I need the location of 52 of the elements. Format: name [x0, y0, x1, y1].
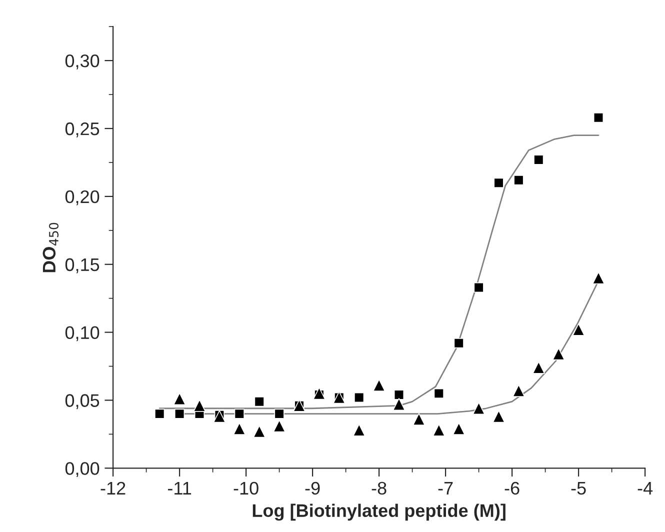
- point: [532, 361, 545, 374]
- point: [213, 410, 226, 423]
- x-tick-label: -9: [305, 482, 320, 495]
- point: [372, 379, 386, 392]
- y-tick-label: 0,15: [65, 258, 100, 274]
- point: [394, 390, 404, 400]
- y-tick-label: 0,05: [65, 394, 100, 410]
- point: [552, 348, 565, 360]
- point: [274, 408, 284, 419]
- point: [354, 392, 364, 403]
- x-tick-label: -5: [571, 482, 586, 495]
- point: [312, 387, 326, 400]
- point: [572, 323, 585, 336]
- point: [512, 384, 525, 397]
- x-tick-label: -7: [438, 482, 453, 494]
- point: [352, 424, 366, 436]
- point: [174, 408, 185, 419]
- x-tick-label: -4: [638, 482, 653, 494]
- point: [454, 338, 464, 348]
- x-tick-label: -11: [168, 482, 192, 494]
- point: [514, 175, 524, 186]
- point: [233, 422, 246, 435]
- point: [234, 408, 244, 419]
- point: [173, 392, 186, 406]
- point: [412, 413, 426, 426]
- y-tick-label: 0,20: [65, 190, 100, 206]
- point: [474, 282, 484, 293]
- point: [592, 272, 605, 284]
- x-axis-title: Log [Biotinylated peptide (M)]: [252, 504, 506, 521]
- point: [432, 424, 446, 436]
- y-tick-label: 0,30: [65, 54, 100, 70]
- point: [392, 398, 406, 411]
- point: [193, 399, 206, 412]
- point: [593, 112, 604, 123]
- point: [434, 388, 444, 399]
- point: [154, 408, 165, 419]
- point: [472, 402, 486, 415]
- point: [273, 420, 286, 432]
- point: [253, 425, 266, 438]
- x-tick-label: -8: [372, 482, 386, 495]
- point: [452, 422, 466, 435]
- y-tick-label: 0,10: [65, 326, 100, 342]
- point: [254, 396, 264, 407]
- point: [492, 410, 505, 423]
- point: [534, 154, 544, 165]
- x-tick-label: -6: [504, 482, 520, 495]
- x-tick-label: -12: [100, 482, 126, 494]
- y-tick-label: 0,25: [65, 122, 100, 138]
- y-axis-title: DO$_{450}$: [42, 222, 59, 272]
- y-tick-label: 0,00: [65, 462, 100, 478]
- x-tick-label: -10: [234, 482, 258, 495]
- point: [494, 178, 504, 188]
